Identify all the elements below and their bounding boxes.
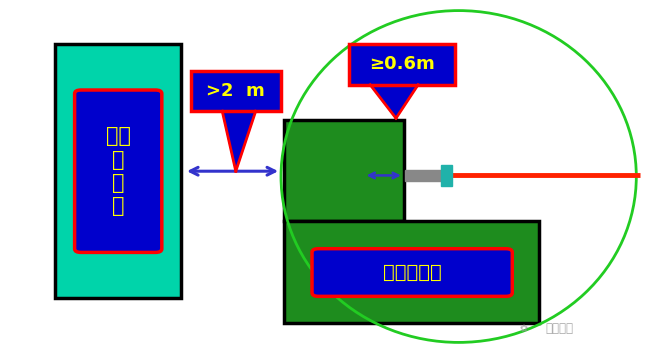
FancyBboxPatch shape <box>349 44 455 85</box>
Bar <box>441 165 452 186</box>
Text: 筑龙施工: 筑龙施工 <box>546 323 574 335</box>
Text: ✿: ✿ <box>519 324 527 334</box>
Text: >2  m: >2 m <box>207 82 265 100</box>
Bar <box>405 170 441 181</box>
Text: 拟建建筑物: 拟建建筑物 <box>383 263 441 282</box>
FancyBboxPatch shape <box>75 90 162 252</box>
Text: ≥0.6m: ≥0.6m <box>370 55 435 73</box>
Bar <box>284 221 539 323</box>
Bar <box>55 44 181 298</box>
Polygon shape <box>370 85 418 118</box>
Polygon shape <box>222 111 256 171</box>
FancyBboxPatch shape <box>312 249 512 297</box>
FancyBboxPatch shape <box>191 71 281 111</box>
Text: 原有
建
筑
物: 原有 建 筑 物 <box>106 126 130 216</box>
Bar <box>284 120 404 221</box>
